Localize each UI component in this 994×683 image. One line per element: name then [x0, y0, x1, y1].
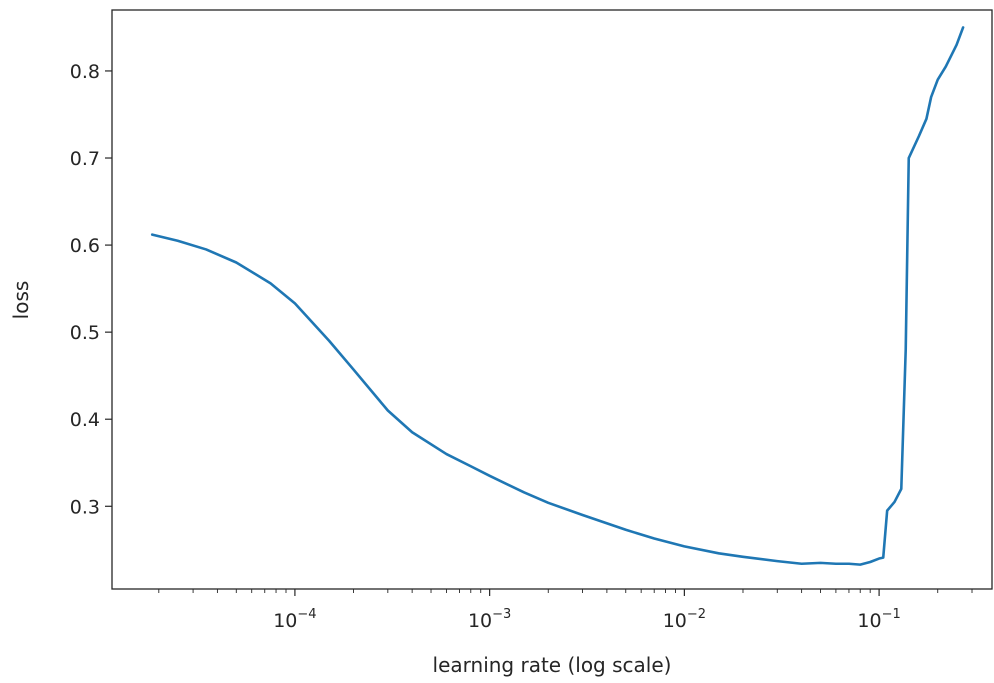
- y-axis-ticks: 0.3 0.4 0.5 0.6 0.7 0.8: [70, 61, 112, 518]
- x-tick-label: 10−1: [857, 607, 900, 632]
- y-tick-label: 0.8: [70, 61, 100, 83]
- series-layer: [150, 26, 965, 566]
- x-tick-label: 10−2: [663, 607, 706, 632]
- x-tick-label: 10−4: [273, 607, 316, 632]
- x-axis-ticks: 10−4 10−3 10−2 10−1: [273, 589, 901, 632]
- series-line-loss: [150, 26, 965, 566]
- plot-frame: [111, 9, 993, 590]
- x-axis-label: learning rate (log scale): [433, 653, 672, 677]
- y-tick-label: 0.3: [70, 496, 100, 518]
- y-tick-label: 0.6: [70, 235, 100, 257]
- y-axis-label: loss: [9, 281, 33, 320]
- y-tick-label: 0.5: [70, 322, 100, 344]
- x-minor-ticks: [158, 589, 973, 593]
- y-tick-label: 0.7: [70, 148, 100, 170]
- x-tick-label: 10−3: [468, 607, 511, 632]
- y-tick-label: 0.4: [70, 409, 100, 431]
